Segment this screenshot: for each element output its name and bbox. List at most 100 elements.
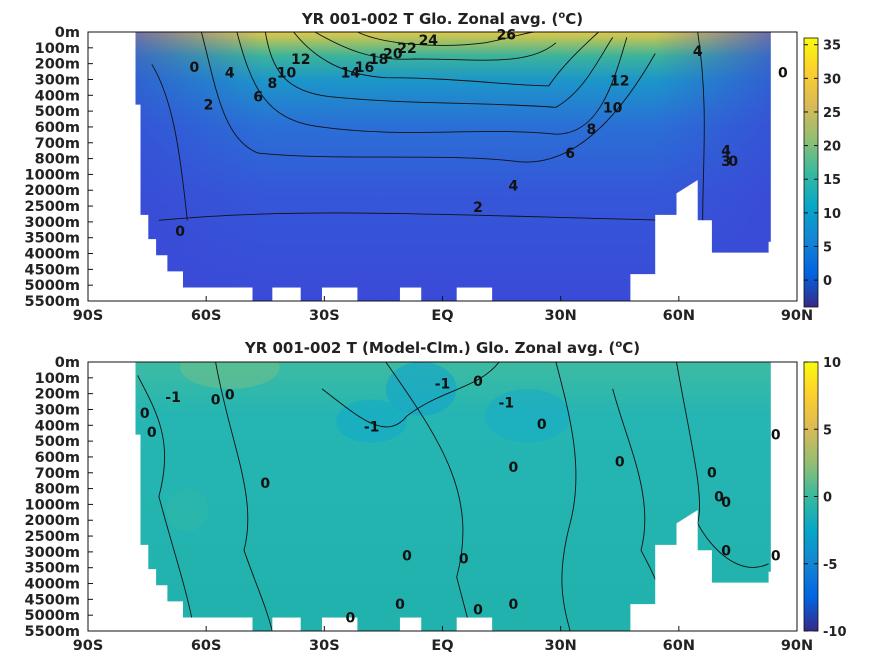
- title-text: YR 001-002 T Glo. Zonal avg. (: [301, 10, 559, 28]
- contour-label: 0: [147, 425, 157, 441]
- colorbar-tick-label: 20: [823, 140, 841, 155]
- mask-south: [88, 32, 253, 301]
- contour-label: 22: [397, 41, 416, 57]
- y-tick-label: 500m: [35, 104, 80, 120]
- y-tick-label: 400m: [35, 88, 80, 104]
- mask-seamount: [456, 617, 493, 631]
- y-tick-label: 100m: [35, 371, 80, 387]
- mask-seamount: [321, 287, 358, 301]
- contour-label: 8: [267, 76, 277, 92]
- contour-label: 0: [509, 597, 519, 613]
- x-tick-label: EQ: [431, 308, 453, 324]
- contour-label: 16: [355, 60, 374, 76]
- title-unit-tail: C): [622, 339, 640, 357]
- mask-seamount: [399, 617, 422, 631]
- x-tick-label: 60S: [191, 638, 222, 654]
- contour-label: 14: [341, 65, 361, 81]
- chart-title: YR 001-002 T (Model-Clm.) Glo. Zonal avg…: [244, 339, 640, 357]
- contour-label: 0: [615, 455, 625, 471]
- x-tick-label: 60N: [663, 308, 695, 324]
- y-tick-label: 500m: [35, 434, 80, 450]
- y-tick-label: 800m: [35, 152, 80, 168]
- contour-line: [314, 32, 557, 61]
- contour-line: [555, 362, 577, 631]
- contour-label: 18: [369, 52, 388, 68]
- x-tick-label: 90S: [73, 638, 104, 654]
- mask-seamount: [456, 287, 493, 301]
- heatmap-field: [88, 32, 797, 301]
- contour-label: 12: [610, 73, 629, 89]
- contour-label: 6: [565, 146, 575, 162]
- y-tick-label: 2500m: [25, 199, 80, 215]
- contour-label: 10: [603, 100, 623, 116]
- colorbar-tick-label: 25: [823, 106, 841, 121]
- contour-line: [158, 212, 670, 221]
- y-tick-label: 4000m: [25, 247, 80, 263]
- anomaly-patch: [485, 388, 571, 443]
- y-tick-label: 4500m: [25, 592, 80, 608]
- y-tick-label: 5000m: [25, 278, 80, 294]
- contour-line: [385, 362, 472, 631]
- contour-line: [151, 64, 188, 221]
- contour-label: 24: [419, 33, 439, 49]
- colorbar: [803, 37, 819, 308]
- contour-label: 4: [225, 65, 235, 81]
- y-tick-label: 3500m: [25, 561, 80, 577]
- title-unit-sup: o: [558, 10, 565, 21]
- contour-label: 0: [771, 549, 781, 565]
- colorbar-tick-label: 30: [823, 72, 841, 87]
- title-unit-sup: o: [615, 339, 622, 350]
- contour-label: 0: [211, 393, 221, 409]
- contour-line: [200, 32, 656, 163]
- contour-label: 8: [587, 122, 597, 138]
- contour-label: 6: [253, 90, 263, 106]
- mask-north: [630, 362, 797, 631]
- contour-label: 0: [459, 551, 469, 567]
- y-tick-label: 200m: [35, 387, 80, 403]
- contour-label: 0: [728, 154, 738, 170]
- contour-label: -1: [165, 390, 181, 406]
- anomaly-patch: [180, 362, 280, 389]
- x-tick-label: 30N: [545, 308, 577, 324]
- contour-label: 0: [345, 611, 355, 627]
- x-tick-label: EQ: [431, 638, 453, 654]
- y-tick-label: 5500m: [25, 624, 80, 640]
- y-tick-label: 400m: [35, 418, 80, 434]
- mask-north: [630, 32, 797, 301]
- colorbar-tick-label: 10: [823, 356, 841, 371]
- contour-line: [293, 32, 599, 87]
- contour-label: 0: [473, 374, 483, 390]
- warm-pool: [293, 32, 620, 67]
- y-tick-label: 300m: [35, 402, 80, 418]
- contour-label: -1: [435, 377, 451, 393]
- mask-seamount: [399, 287, 422, 301]
- contour-label: 20: [383, 47, 403, 63]
- y-tick-label: 2000m: [25, 183, 80, 199]
- title-unit-tail: C): [565, 10, 583, 28]
- contour-label: 26: [497, 28, 516, 44]
- heatmap-field: [88, 362, 797, 631]
- contour-label: 0: [140, 406, 150, 422]
- colorbar-tick-label: 5: [823, 423, 832, 438]
- contour-line: [137, 375, 195, 631]
- colorbar-tick-label: -5: [823, 558, 837, 573]
- y-tick-label: 1000m: [25, 167, 80, 183]
- y-tick-label: 5000m: [25, 608, 80, 624]
- mask-south: [88, 362, 253, 631]
- x-tick-label: 60N: [663, 638, 695, 654]
- y-tick-label: 2000m: [25, 513, 80, 529]
- y-tick-label: 700m: [35, 136, 80, 152]
- colorbar-tick-label: 5: [823, 240, 832, 255]
- contour-line: [676, 362, 769, 568]
- y-tick-label: 2500m: [25, 529, 80, 545]
- contour-label: 0: [175, 224, 185, 240]
- anomaly-patch: [336, 399, 408, 443]
- y-tick-label: 3000m: [25, 545, 80, 561]
- y-tick-label: 3500m: [25, 231, 80, 247]
- contour-line: [357, 32, 535, 46]
- contour-label: 0: [395, 597, 405, 613]
- colorbar-tick-label: 35: [823, 39, 841, 54]
- anomaly-patch: [165, 488, 209, 532]
